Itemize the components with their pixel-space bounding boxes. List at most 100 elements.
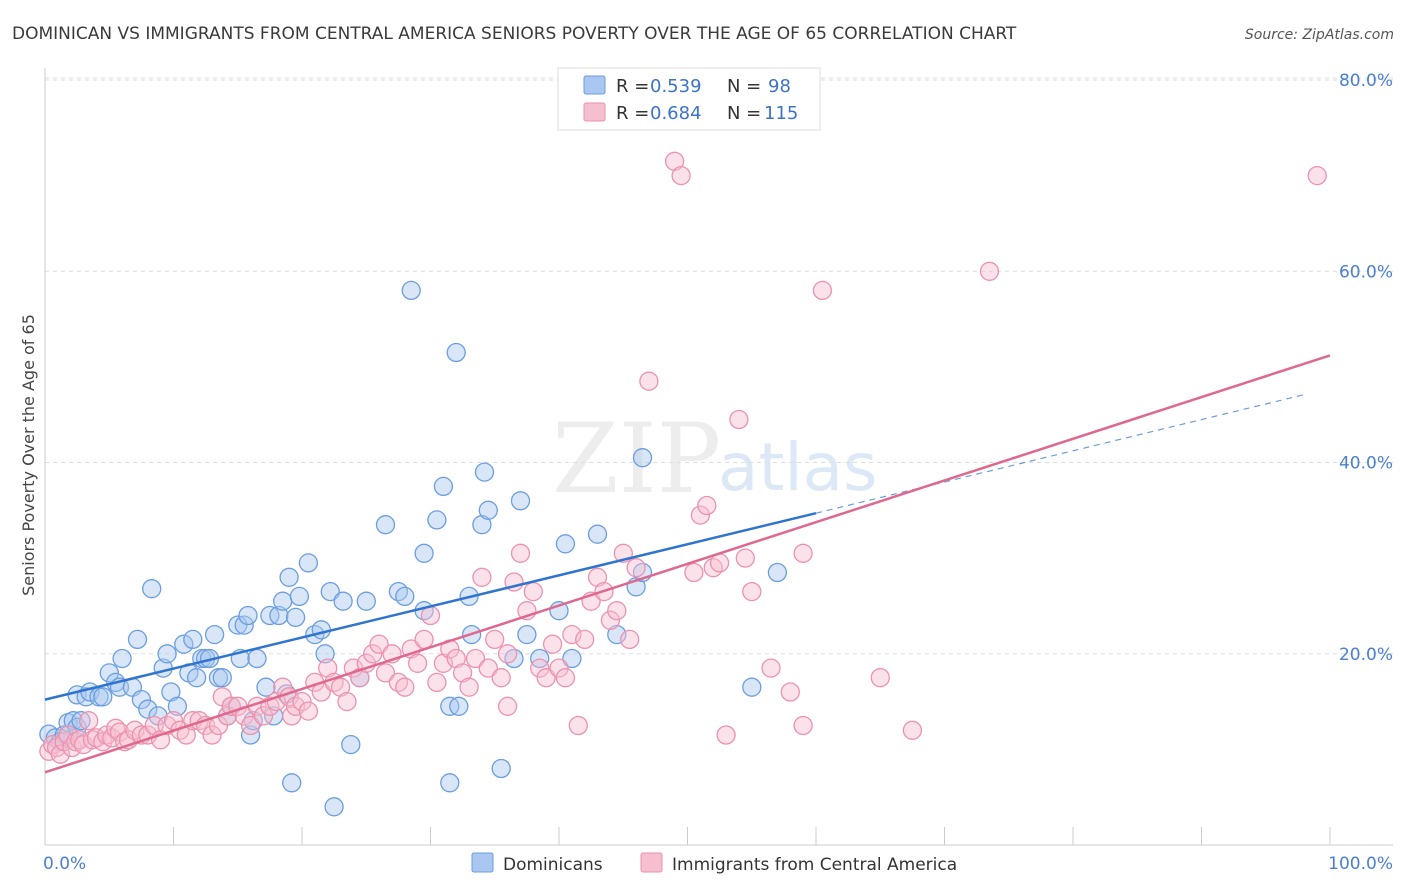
point-dominicans (298, 553, 319, 573)
point-dominicans (562, 648, 582, 669)
point-dominicans (440, 773, 460, 793)
point-central-america (735, 548, 755, 568)
point-central-america (626, 558, 646, 578)
point-dominicans (587, 524, 608, 544)
point-dominicans (269, 605, 289, 626)
point-central-america (979, 261, 1000, 281)
point-central-america (407, 653, 428, 673)
point-dominicans (279, 567, 299, 587)
trend-lines (44, 354, 1331, 774)
point-central-america (472, 567, 492, 587)
point-central-america (671, 165, 691, 186)
point-dominicans (555, 534, 576, 554)
legend-n-label-pink: N = (727, 103, 761, 124)
point-central-america (485, 629, 505, 650)
point-central-america (401, 639, 421, 659)
point-central-america (433, 653, 454, 673)
point-central-america (465, 648, 486, 669)
point-dominicans (517, 624, 537, 645)
point-central-america (318, 658, 338, 678)
legend-r-value-blue: 0.539 (650, 76, 702, 97)
point-central-america (639, 371, 659, 391)
point-central-america (780, 682, 800, 702)
point-central-america (510, 543, 531, 563)
point-central-america (684, 562, 704, 583)
point-dominicans (228, 615, 248, 635)
point-central-america (202, 725, 222, 745)
legend-n-label-blue: N = (727, 76, 761, 97)
point-dominicans (341, 734, 361, 755)
point-central-america (793, 543, 813, 563)
point-central-america (742, 581, 762, 602)
point-central-america (870, 668, 890, 688)
watermark: ZIP atlas (552, 403, 878, 515)
point-central-america (812, 280, 833, 301)
point-dominicans (167, 696, 188, 716)
point-dominicans (186, 668, 207, 688)
point-dominicans (446, 342, 466, 363)
x-tick-label-min: 0.0% (43, 854, 86, 874)
x-tick-label-max: 100.0% (1328, 854, 1393, 874)
point-dominicans (427, 510, 447, 530)
point-central-america (523, 581, 543, 602)
y-tick-label: 80.0% (1339, 71, 1393, 91)
point-central-america (58, 725, 78, 745)
watermark-atlas: atlas (718, 429, 878, 506)
watermark-zip: ZIP (552, 403, 721, 515)
point-central-america (607, 601, 627, 621)
point-central-america (369, 634, 389, 654)
y-tick-label: 60.0% (1339, 262, 1393, 282)
bottom-legend-label-blue: Dominicans (503, 855, 603, 875)
point-central-america (375, 663, 396, 683)
point-central-america (79, 711, 99, 731)
point-central-america (427, 672, 447, 693)
point-central-america (761, 658, 781, 678)
point-dominicans (138, 699, 158, 719)
y-tick-labels: 20.0% 40.0% 60.0% 80.0% (1339, 71, 1393, 665)
point-central-america (542, 634, 563, 654)
point-dominicans (311, 620, 331, 640)
point-dominicans (478, 500, 498, 520)
point-central-america (562, 624, 582, 645)
point-dominicans (174, 634, 194, 654)
point-dominicans (414, 543, 434, 563)
point-dominicans (212, 668, 232, 688)
point-central-america (793, 715, 813, 736)
point-dominicans (183, 629, 203, 650)
point-dominicans (449, 696, 469, 716)
point-central-america (491, 668, 511, 688)
legend-swatch-pink (583, 102, 606, 122)
trend-line-central-america (44, 354, 1331, 774)
point-dominicans (71, 711, 91, 731)
point-central-america (729, 409, 749, 430)
point-dominicans (474, 462, 495, 482)
point-central-america (1307, 165, 1327, 186)
point-central-america (536, 668, 556, 688)
point-dominicans (491, 758, 511, 779)
legend-r-value-pink: 0.684 (650, 103, 702, 124)
point-central-america (395, 677, 415, 697)
point-dominicans (157, 644, 177, 664)
legend-r-label-blue: R = (616, 76, 649, 97)
point-central-america (459, 677, 479, 697)
point-dominicans (315, 644, 335, 664)
point-dominicans (247, 648, 267, 669)
point-central-america (497, 644, 518, 664)
bottom-legend-swatch-pink (640, 852, 663, 873)
point-central-america (292, 691, 312, 712)
point-central-america (555, 668, 576, 688)
point-central-america (697, 495, 717, 516)
point-dominicans (401, 280, 421, 301)
point-central-america (337, 691, 357, 712)
point-dominicans (99, 663, 119, 683)
point-dominicans (256, 677, 276, 697)
point-dominicans (395, 586, 415, 607)
series-central-america (39, 151, 1327, 764)
point-dominicans (742, 677, 762, 697)
point-dominicans (204, 624, 225, 645)
point-central-america (575, 629, 595, 650)
point-dominicans (375, 515, 396, 535)
legend-r-label-pink: R = (616, 103, 649, 124)
point-central-america (530, 658, 550, 678)
legend-n-value-pink: 115 (764, 103, 798, 124)
